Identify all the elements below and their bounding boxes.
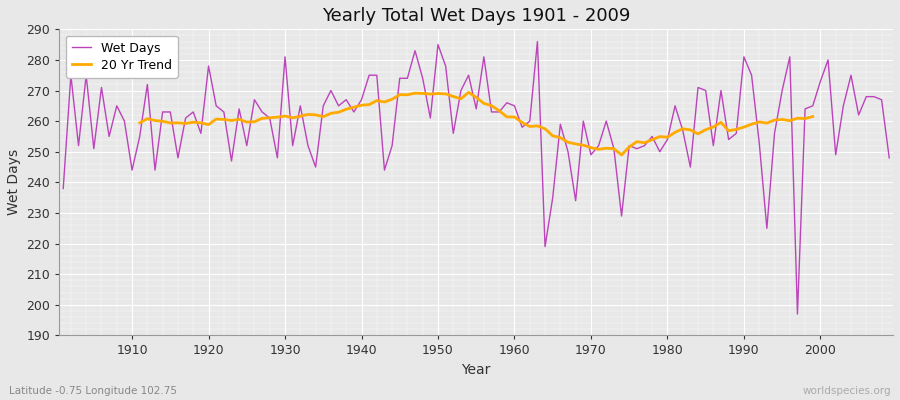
20 Yr Trend <box>616 152 627 157</box>
Wet Days <box>501 100 512 105</box>
Wet Days <box>287 143 298 148</box>
Line: 20 Yr Trend: 20 Yr Trend <box>140 92 813 155</box>
20 Yr Trend <box>134 120 145 125</box>
Wet Days <box>509 104 520 108</box>
X-axis label: Year: Year <box>462 363 490 377</box>
Wet Days <box>608 146 619 151</box>
20 Yr Trend <box>464 90 474 95</box>
Wet Days <box>58 186 68 191</box>
20 Yr Trend <box>746 122 757 126</box>
Wet Days <box>333 104 344 108</box>
Line: Wet Days: Wet Days <box>63 42 889 314</box>
20 Yr Trend <box>394 92 405 97</box>
Wet Days <box>119 119 130 124</box>
Wet Days <box>532 39 543 44</box>
20 Yr Trend <box>203 122 214 127</box>
20 Yr Trend <box>219 117 230 122</box>
Legend: Wet Days, 20 Yr Trend: Wet Days, 20 Yr Trend <box>66 36 178 78</box>
20 Yr Trend <box>272 115 283 120</box>
Wet Days <box>884 156 895 160</box>
Text: worldspecies.org: worldspecies.org <box>803 386 891 396</box>
20 Yr Trend <box>807 114 818 119</box>
Y-axis label: Wet Days: Wet Days <box>7 149 21 216</box>
Text: Latitude -0.75 Longitude 102.75: Latitude -0.75 Longitude 102.75 <box>9 386 177 396</box>
Title: Yearly Total Wet Days 1901 - 2009: Yearly Total Wet Days 1901 - 2009 <box>322 7 630 25</box>
Wet Days <box>792 312 803 316</box>
20 Yr Trend <box>486 103 497 108</box>
